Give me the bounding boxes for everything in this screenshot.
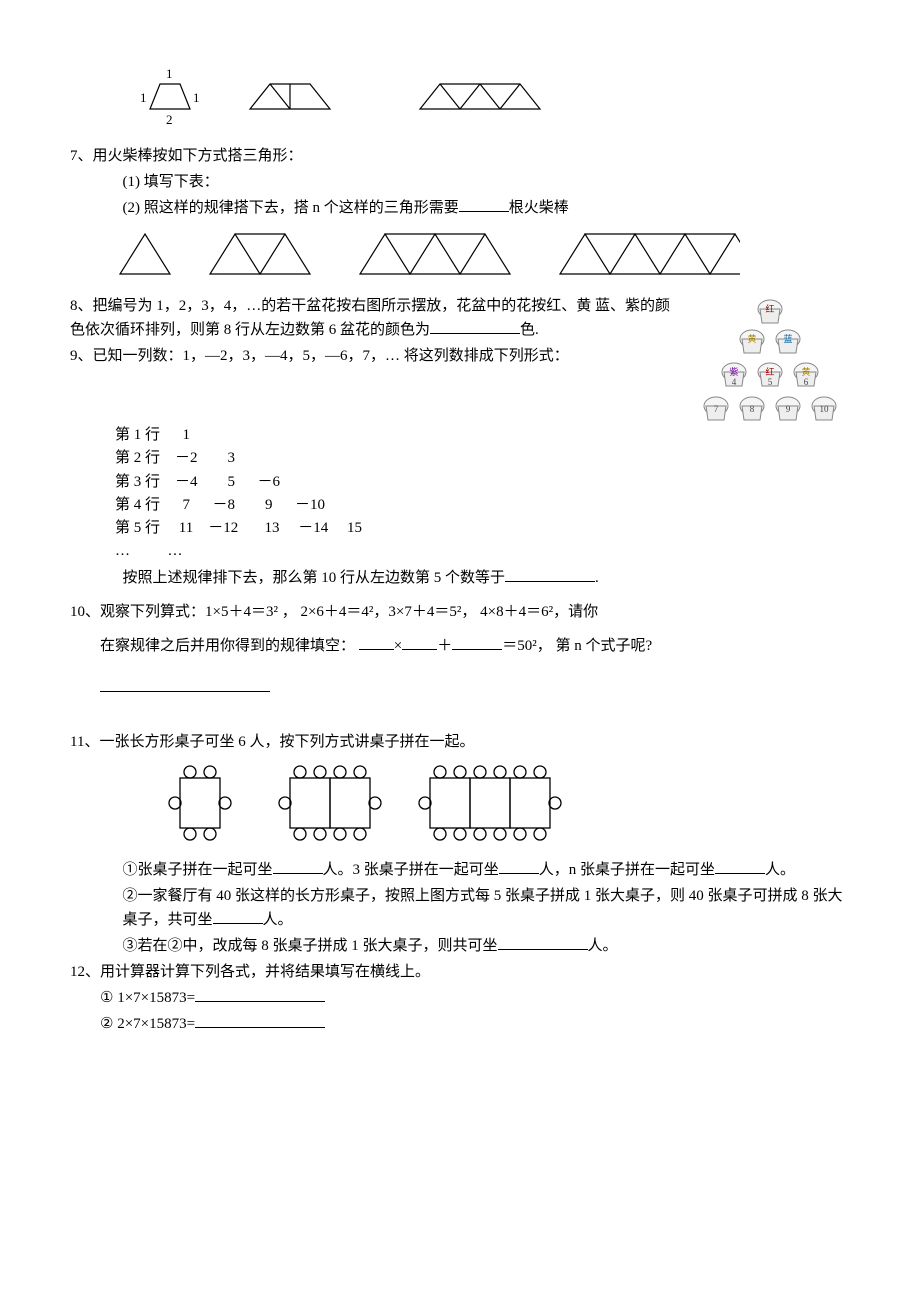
- q11-sub2-b: 人。: [263, 912, 293, 928]
- q10-blank3[interactable]: [452, 634, 502, 650]
- trap-label-top: 1: [166, 66, 173, 81]
- q10-blank4[interactable]: [100, 676, 270, 692]
- q10-line2-a: 在察规律之后并用你得到的规律填空：: [100, 638, 355, 654]
- flowerpot-figure: 红 黄 蓝 紫4 红5 黄6 7 8 9 10: [690, 294, 850, 424]
- q10-bottom-blank-row: [70, 676, 850, 700]
- svg-text:红: 红: [765, 303, 774, 314]
- q10-times: ×: [394, 638, 402, 654]
- q7-blank[interactable]: [459, 196, 509, 212]
- q11-intro: 11、一张长方形桌子可坐 6 人，按下列方式讲桌子拼在一起。: [70, 730, 850, 754]
- q9-blank[interactable]: [505, 566, 595, 582]
- q11-blank1[interactable]: [273, 858, 323, 874]
- q7-sub1: (1) 填写下表：: [70, 170, 850, 194]
- q11-sub1-b: 人。3 张桌子拼在一起可坐: [323, 862, 499, 878]
- svg-text:8: 8: [750, 404, 755, 414]
- svg-text:黄: 黄: [801, 366, 810, 377]
- q8-blank[interactable]: [430, 318, 520, 334]
- q11-svg: [160, 758, 600, 848]
- q8-block: 红 黄 蓝 紫4 红5 黄6 7 8 9 10 8、把编号为 1，2，3，4，……: [70, 294, 850, 368]
- q11-sub3: ③若在②中，改成每 8 张桌子拼成 1 张大桌子，则共可坐 人。: [70, 934, 850, 958]
- svg-text:9: 9: [786, 404, 791, 414]
- q12-item2: ② 2×7×15873=: [100, 1016, 195, 1032]
- svg-text:6: 6: [804, 377, 809, 387]
- flowerpot-svg: 红 黄 蓝 紫4 红5 黄6 7 8 9 10: [690, 294, 850, 424]
- q9-tail: 按照上述规律排下去，那么第 10 行从左边数第 5 个数等于.: [70, 566, 850, 590]
- q6-svg: 1 1 1 2: [100, 64, 620, 134]
- q12-item1-row: ① 1×7×15873=: [70, 986, 850, 1010]
- svg-text:5: 5: [768, 377, 773, 387]
- svg-text:7: 7: [714, 404, 719, 414]
- q11-sub3-a: ③若在②中，改成每 8 张桌子拼成 1 张大桌子，则共可坐: [123, 938, 498, 954]
- q11-sub3-b: 人。: [588, 938, 618, 954]
- q11-sub1-a: ①张桌子拼在一起可坐: [123, 862, 273, 878]
- q8-text-a: 8、把编号为 1，2，3，4，…的若干盆花按右图所示摆放，花盆中的花按红、黄 蓝…: [70, 298, 670, 338]
- svg-text:紫: 紫: [729, 367, 738, 377]
- q12-intro: 12、用计算器计算下列各式，并将结果填写在横线上。: [70, 960, 850, 984]
- q11-sub1-d: 人。: [765, 862, 795, 878]
- q11-sub1-c: 人，n 张桌子拼在一起可坐: [539, 862, 715, 878]
- svg-text:蓝: 蓝: [783, 333, 792, 344]
- trap-label-right: 1: [193, 90, 200, 105]
- q12-blank2[interactable]: [195, 1012, 325, 1028]
- q11-blank3[interactable]: [715, 858, 765, 874]
- trap-label-bottom: 2: [166, 112, 173, 127]
- q10-plus: ＋: [437, 638, 452, 654]
- q7-text: 7、用火柴棒按如下方式搭三角形：: [70, 144, 850, 168]
- q11-sub1: ①张桌子拼在一起可坐 人。3 张桌子拼在一起可坐 人，n 张桌子拼在一起可坐 人。: [70, 858, 850, 882]
- svg-text:10: 10: [820, 404, 830, 414]
- q7-svg: [100, 224, 740, 284]
- q7-figures: [100, 224, 850, 284]
- svg-text:黄: 黄: [747, 333, 756, 344]
- q12-blank1[interactable]: [195, 986, 325, 1002]
- q11-blank5[interactable]: [498, 934, 588, 950]
- q11-blank2[interactable]: [499, 858, 539, 874]
- q7-sub2: (2) 照这样的规律搭下去，搭 n 个这样的三角形需要 根火柴棒: [70, 196, 850, 220]
- q10-line1: 10、观察下列算式：1×5＋4＝3² ， 2×6＋4＝4²，3×7＋4＝5²， …: [70, 600, 850, 624]
- q10-line2: 在察规律之后并用你得到的规律填空： × ＋ ＝50²， 第 n 个式子呢?: [70, 634, 850, 658]
- q11-blank4[interactable]: [213, 908, 263, 924]
- q7-sub2-a: (2) 照这样的规律搭下去，搭 n 个这样的三角形需要: [123, 200, 459, 216]
- q7-sub2-b: 根火柴棒: [509, 200, 569, 216]
- trap-label-left: 1: [140, 90, 147, 105]
- svg-text:红: 红: [765, 366, 774, 377]
- q12-item2-row: ② 2×7×15873=: [70, 1012, 850, 1036]
- q8-text-b: 色.: [520, 322, 539, 338]
- q9-tail-a: 按照上述规律排下去，那么第 10 行从左边数第 5 个数等于: [123, 570, 506, 586]
- q10-blank1[interactable]: [359, 634, 394, 650]
- q10-blank2[interactable]: [402, 634, 437, 650]
- q9-triangle: 第 1 行 1 第 2 行 －2 3 第 3 行 －4 5 －6 第 4 行 7…: [70, 424, 850, 564]
- q9-tail-b: .: [595, 570, 599, 586]
- svg-text:4: 4: [732, 377, 737, 387]
- q12-item1: ① 1×7×15873=: [100, 990, 195, 1006]
- q6-figures: 1 1 1 2: [100, 64, 850, 134]
- q11-sub2: ②一家餐厅有 40 张这样的长方形桌子，按照上图方式每 5 张桌子拼成 1 张大…: [70, 884, 850, 932]
- q10-eq: ＝50²， 第 n 个式子呢?: [502, 638, 652, 654]
- q11-figures: [160, 758, 850, 848]
